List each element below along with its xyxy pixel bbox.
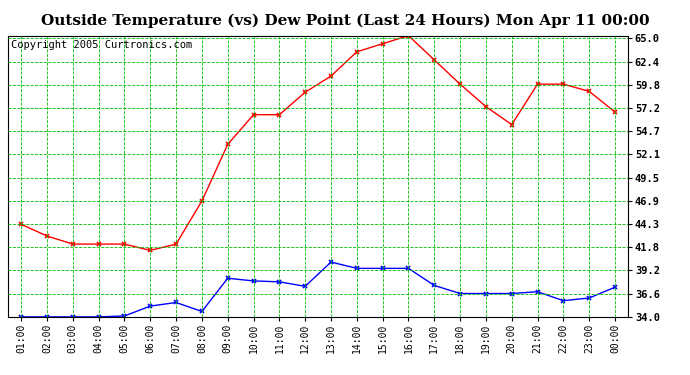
Text: Copyright 2005 Curtronics.com: Copyright 2005 Curtronics.com [11, 40, 193, 50]
Text: Outside Temperature (vs) Dew Point (Last 24 Hours) Mon Apr 11 00:00: Outside Temperature (vs) Dew Point (Last… [41, 13, 649, 27]
